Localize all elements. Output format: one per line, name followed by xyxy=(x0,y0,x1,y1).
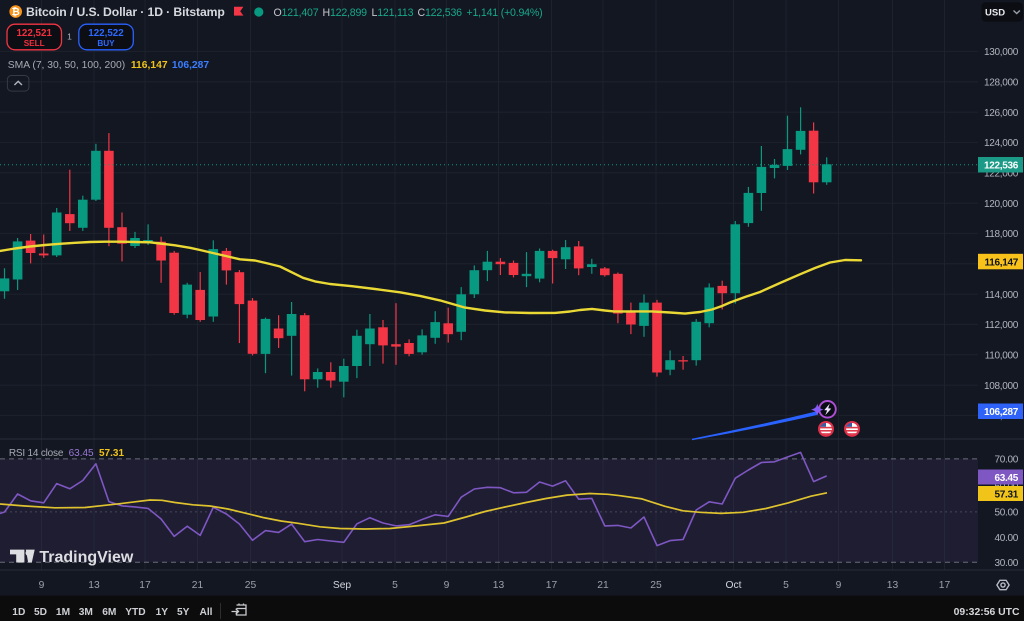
svg-text:110,000: 110,000 xyxy=(985,351,1019,362)
svg-text:1: 1 xyxy=(67,32,72,42)
svg-text:17: 17 xyxy=(139,580,151,591)
svg-text:17: 17 xyxy=(939,580,951,591)
svg-text:1D: 1D xyxy=(12,607,25,618)
svg-text:5D: 5D xyxy=(34,607,47,618)
svg-text:57.31: 57.31 xyxy=(994,490,1018,501)
svg-text:126,000: 126,000 xyxy=(984,108,1019,119)
svg-text:TradingView: TradingView xyxy=(39,549,134,566)
svg-text:116,147: 116,147 xyxy=(131,60,168,71)
svg-text:RSI 14 close: RSI 14 close xyxy=(9,448,64,459)
svg-text:Oct: Oct xyxy=(725,580,741,591)
svg-text:124,000: 124,000 xyxy=(984,138,1019,149)
svg-text:₿: ₿ xyxy=(12,6,20,18)
svg-text:116,147: 116,147 xyxy=(985,257,1019,268)
svg-text:5: 5 xyxy=(783,580,789,591)
svg-text:108,000: 108,000 xyxy=(984,381,1019,392)
svg-text:118,000: 118,000 xyxy=(985,229,1019,240)
svg-text:21: 21 xyxy=(192,580,204,591)
svg-text:122,000: 122,000 xyxy=(984,169,1019,180)
svg-text:SMA (7, 30, 50, 100, 200): SMA (7, 30, 50, 100, 200) xyxy=(8,60,125,71)
svg-text:O121,407: O121,407 xyxy=(274,7,319,19)
svg-text:SELL: SELL xyxy=(24,39,45,48)
svg-text:128,000: 128,000 xyxy=(984,78,1019,89)
svg-text:13: 13 xyxy=(88,580,100,591)
svg-text:30.00: 30.00 xyxy=(994,558,1018,569)
svg-text:Sep: Sep xyxy=(333,580,352,591)
svg-text:1M: 1M xyxy=(56,607,70,618)
svg-text:09:32:56 UTC: 09:32:56 UTC xyxy=(954,607,1020,618)
svg-text:13: 13 xyxy=(887,580,899,591)
svg-text:9: 9 xyxy=(836,580,842,591)
svg-text:5: 5 xyxy=(392,580,398,591)
svg-text:130,000: 130,000 xyxy=(984,47,1019,58)
svg-text:40.00: 40.00 xyxy=(994,533,1018,544)
svg-text:70.00: 70.00 xyxy=(994,455,1018,466)
svg-text:YTD: YTD xyxy=(125,607,145,618)
svg-text:122,536: 122,536 xyxy=(984,161,1019,172)
svg-text:106,287: 106,287 xyxy=(172,60,209,71)
svg-text:13: 13 xyxy=(493,580,505,591)
svg-text:50.00: 50.00 xyxy=(994,508,1018,519)
svg-text:6M: 6M xyxy=(102,607,116,618)
svg-text:H122,899: H122,899 xyxy=(323,7,368,19)
svg-text:USD: USD xyxy=(985,8,1005,19)
svg-text:17: 17 xyxy=(546,580,558,591)
svg-text:L121,113: L121,113 xyxy=(372,7,414,19)
svg-text:9: 9 xyxy=(444,580,450,591)
svg-text:25: 25 xyxy=(650,580,662,591)
svg-text:25: 25 xyxy=(245,580,257,591)
svg-text:112,000: 112,000 xyxy=(985,320,1019,331)
svg-text:+1,141 (+0.94%): +1,141 (+0.94%) xyxy=(467,7,543,19)
svg-text:122,521: 122,521 xyxy=(16,28,52,39)
svg-text:63.45: 63.45 xyxy=(994,473,1018,484)
svg-text:106,287: 106,287 xyxy=(984,407,1019,418)
svg-text:Bitcoin / U.S. Dollar · 1D · B: Bitcoin / U.S. Dollar · 1D · Bitstamp xyxy=(26,5,225,19)
svg-text:21: 21 xyxy=(597,580,609,591)
svg-text:BUY: BUY xyxy=(97,39,115,48)
svg-text:9: 9 xyxy=(39,580,45,591)
svg-text:All: All xyxy=(199,607,212,618)
svg-text:63.45: 63.45 xyxy=(69,448,94,459)
svg-text:5Y: 5Y xyxy=(177,607,190,618)
svg-text:120,000: 120,000 xyxy=(984,199,1019,210)
svg-text:114,000: 114,000 xyxy=(985,290,1019,301)
svg-text:1Y: 1Y xyxy=(156,607,169,618)
svg-text:C122,536: C122,536 xyxy=(418,7,463,19)
svg-text:3M: 3M xyxy=(79,607,93,618)
svg-text:122,522: 122,522 xyxy=(88,28,124,39)
svg-text:57.31: 57.31 xyxy=(99,448,124,459)
